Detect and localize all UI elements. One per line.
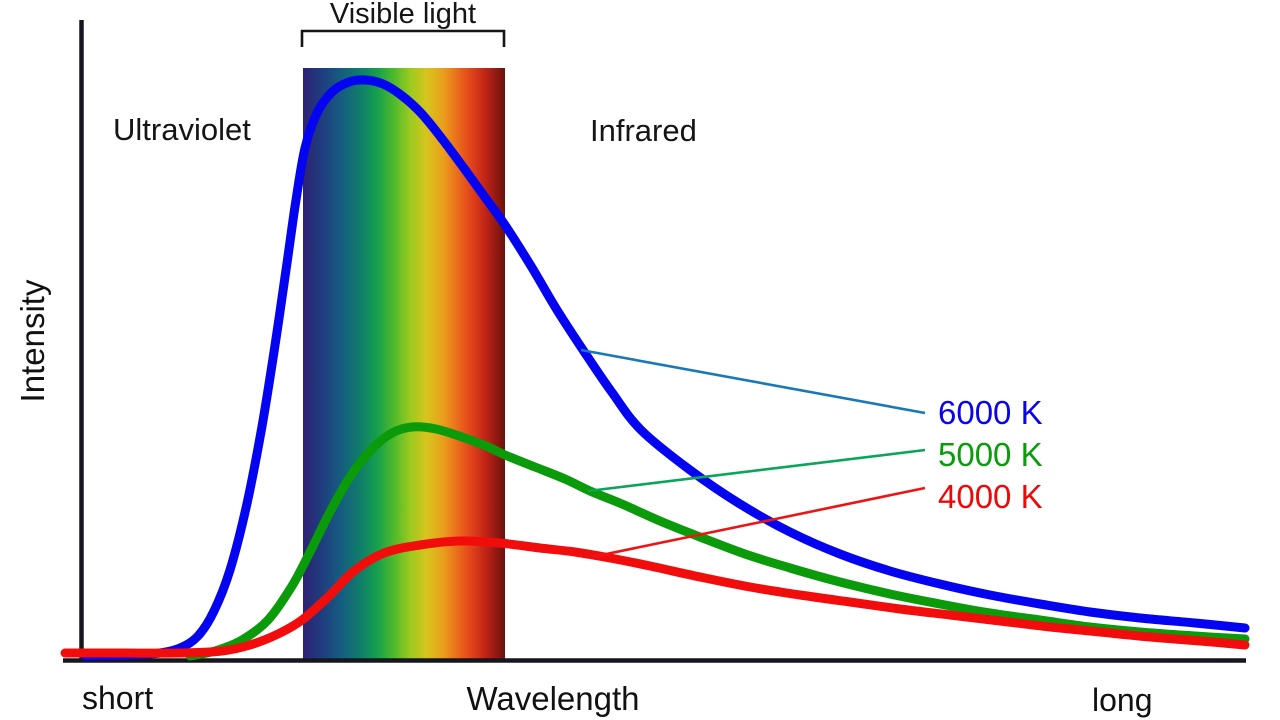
long-wavelength-label: long [1092, 682, 1153, 718]
visible-light-label: Visible light [330, 0, 476, 30]
curve-6000k [80, 75, 1250, 661]
legend-4000k: 4000 K [938, 478, 1043, 515]
temperature-curves [60, 75, 1250, 661]
leader-line-5000k [587, 448, 926, 493]
short-wavelength-label: short [82, 680, 153, 716]
curve-5000k [185, 422, 1250, 661]
ultraviolet-label: Ultraviolet [113, 112, 251, 147]
leader-line-4000k [591, 486, 926, 559]
visible-light-band [303, 68, 505, 660]
infrared-label: Infrared [590, 113, 697, 148]
intensity-axis-label: Intensity [14, 279, 51, 402]
legend-5000k: 5000 K [938, 436, 1043, 473]
legend-6000k: 6000 K [938, 394, 1043, 431]
legend-leader-lines [580, 348, 926, 559]
visible-light-bracket [300, 29, 506, 47]
curve-4000k [60, 536, 1250, 658]
wavelength-axis-label: Wavelength [466, 680, 639, 717]
leader-line-6000k [580, 348, 926, 415]
